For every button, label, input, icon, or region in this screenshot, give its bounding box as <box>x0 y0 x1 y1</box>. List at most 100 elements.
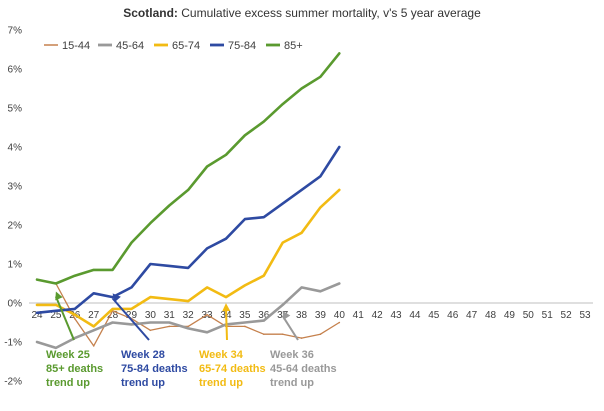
data-point <box>281 304 284 306</box>
data-point <box>92 329 95 332</box>
y-tick-label: -1% <box>4 338 22 349</box>
annotation-arrow-line <box>54 296 75 341</box>
x-tick-label: 35 <box>239 310 251 321</box>
x-tick-label: 38 <box>296 310 308 321</box>
data-point <box>338 321 341 324</box>
data-point <box>319 175 322 178</box>
x-tick-label: 31 <box>164 310 176 321</box>
legend-label: 15-44 <box>62 40 90 52</box>
data-point <box>73 274 76 277</box>
data-point <box>55 282 57 285</box>
annotation-arrowhead <box>222 303 231 312</box>
y-tick-label: 7% <box>8 26 23 37</box>
data-point <box>92 345 95 347</box>
data-point <box>338 189 341 191</box>
data-point <box>92 292 95 295</box>
x-tick-label: 49 <box>504 310 516 321</box>
legend-label: 75-84 <box>228 40 256 52</box>
data-point <box>168 298 171 300</box>
data-point <box>55 347 57 349</box>
annotation-arrow-line <box>281 315 299 341</box>
data-point <box>187 189 189 191</box>
data-point <box>300 232 303 234</box>
data-point <box>244 134 246 137</box>
data-point <box>111 308 114 310</box>
data-point <box>262 216 265 218</box>
data-point <box>149 321 152 324</box>
x-tick-label: 39 <box>315 310 327 321</box>
x-tick-label: 50 <box>523 310 535 321</box>
annotations: Week 25 85+ deaths trend up Week 28 75-84 de… <box>46 291 337 389</box>
x-tick-label: 36 <box>258 310 270 321</box>
data-point <box>206 286 208 289</box>
legend-label: 65-74 <box>172 40 200 52</box>
data-point <box>130 241 133 244</box>
y-axis-tick-labels: -2% -1% 0% 1% 2% 3% 4% 5% 6% 7% <box>4 26 22 388</box>
y-tick-label: 3% <box>8 182 23 193</box>
annotation-label: trend up <box>46 377 90 389</box>
data-point <box>36 278 38 281</box>
data-point <box>130 323 133 326</box>
data-point <box>73 317 76 320</box>
y-tick-label: 1% <box>8 260 23 271</box>
data-point <box>281 202 284 205</box>
x-tick-label: 45 <box>428 310 440 321</box>
data-point <box>55 310 57 312</box>
annotation-label: 75-84 deaths <box>121 363 188 375</box>
series-line-75-84 <box>35 145 341 315</box>
y-tick-label: 0% <box>8 299 23 310</box>
chart-title: Scotland: Cumulative excess summer morta… <box>123 6 481 20</box>
x-tick-label: 30 <box>145 310 157 321</box>
x-tick-label: 40 <box>334 310 346 321</box>
annotation-label: Week 25 <box>46 349 90 361</box>
series-line-85+ <box>35 52 341 285</box>
data-point <box>36 304 38 306</box>
data-point <box>244 321 246 324</box>
annotation-arrowhead <box>282 310 291 320</box>
x-tick-label: 24 <box>31 310 43 321</box>
data-point <box>338 282 341 285</box>
data-point <box>262 120 265 123</box>
annotation-label: Week 28 <box>121 349 165 361</box>
annotation-label: Week 34 <box>199 349 244 361</box>
data-point <box>149 263 152 265</box>
x-tick-label: 37 <box>277 310 289 321</box>
data-point <box>206 331 208 334</box>
annotation-label: Week 36 <box>270 349 314 361</box>
data-point <box>111 296 114 298</box>
data-point <box>111 269 114 271</box>
x-tick-label: 46 <box>447 310 459 321</box>
x-tick-label: 51 <box>542 310 554 321</box>
annotation-label: trend up <box>199 377 243 389</box>
data-point <box>244 218 246 220</box>
data-point <box>300 189 303 191</box>
chart-title-bold: Scotland: <box>123 6 178 20</box>
legend-label: 45-64 <box>116 40 144 52</box>
annotation-label: trend up <box>121 377 165 389</box>
data-point <box>206 313 208 316</box>
x-tick-label: 47 <box>466 310 478 321</box>
y-tick-label: 5% <box>8 104 23 115</box>
series-lines <box>35 52 341 350</box>
x-tick-label: 32 <box>183 310 195 321</box>
data-point <box>111 321 114 324</box>
x-tick-label: 42 <box>372 310 384 321</box>
data-point <box>168 265 171 267</box>
data-point <box>262 333 265 336</box>
annotation-arrow-line <box>111 297 150 341</box>
annotation-label: 85+ deaths <box>46 363 103 375</box>
data-point <box>225 296 227 298</box>
legend: 15-44 45-64 65-74 75-84 85+ <box>44 40 303 52</box>
x-tick-label: 43 <box>390 310 402 321</box>
data-point <box>319 76 322 78</box>
legend-label: 85+ <box>284 40 303 52</box>
data-point <box>206 247 208 250</box>
data-point <box>338 52 341 55</box>
x-tick-label: 53 <box>579 310 591 321</box>
x-tick-label: 44 <box>409 310 421 321</box>
data-point <box>92 269 95 271</box>
data-point <box>187 325 189 328</box>
data-point <box>300 286 303 289</box>
data-point <box>262 274 265 277</box>
